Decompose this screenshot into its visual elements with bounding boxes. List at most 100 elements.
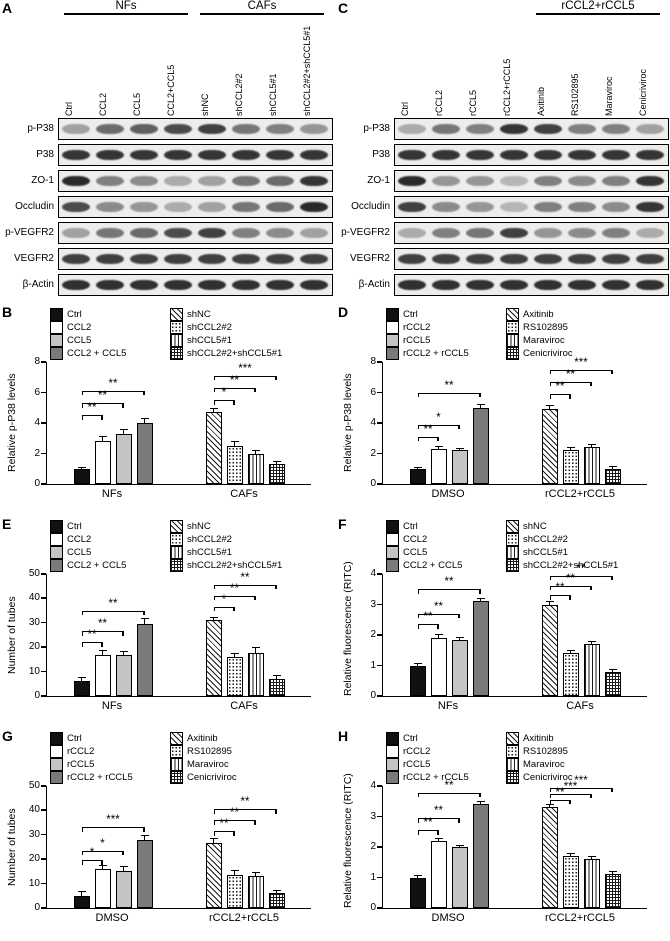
y-axis-tick-label: 0 [34,902,40,913]
legend-swatch [50,732,63,745]
bar [409,665,426,696]
bar [115,654,132,696]
blot-strip [58,118,333,140]
sig-stars: ** [240,571,250,584]
lane-label: shCCL2#2+shCCL5#1 [302,25,312,116]
error-bar [209,616,218,622]
protein-band [602,150,630,160]
blot-strip [58,170,333,192]
y-axis-tick [41,785,46,787]
bar [205,412,222,484]
protein-band [62,150,90,160]
error-bar [434,445,443,450]
blot-strip [394,118,669,140]
error-bar [455,636,464,641]
legend-swatch [386,308,399,321]
error-bar [251,871,260,878]
bar [73,895,90,908]
legend-swatch [506,308,519,321]
legend-swatch [170,546,183,559]
legend-item: Ctrl [386,520,418,533]
legend-swatch [506,533,519,546]
protein-band [466,202,494,212]
sig-stars: ** [555,381,565,394]
error-bar [119,650,128,656]
error-bar [545,404,554,411]
legend-item: CCL2 [50,533,91,546]
protein-band [500,124,528,134]
bar [136,839,153,908]
sig-stars: ** [98,618,107,631]
legend-label: CCL2 [403,534,428,545]
blot-target-label: VEGFR2 [349,253,390,264]
y-axis-tick [377,907,382,909]
legend-item: RS102895 [506,321,568,334]
error-bar [587,443,596,449]
blot-strip [394,248,669,270]
protein-band [96,124,124,134]
protein-band [96,254,124,264]
blot-strip [58,196,333,218]
blot-target-label: p-VEGFR2 [341,227,390,238]
protein-band [266,124,294,134]
protein-band [198,124,226,134]
y-axis-tick-label: 1 [370,659,376,671]
lane-label: CCL5 [132,92,142,116]
protein-band [534,176,562,186]
blot-target-label: p-P38 [363,123,390,134]
sig-stars: * [221,593,227,606]
bar [268,893,285,908]
legend-label: CCL2 + CCL5 [67,560,127,571]
legend-label: shCCL2#2 [187,534,232,545]
error-bar [545,600,554,606]
y-axis-tick-label: 0 [34,690,40,701]
protein-band [266,176,294,186]
y-axis-tick [41,361,46,363]
blot-target-label: p-P38 [27,123,54,134]
protein-band [62,176,90,186]
sig-stars: ** [87,402,97,415]
protein-band [266,228,294,238]
y-axis-tick-label: 6 [34,386,40,398]
legend-swatch [170,745,183,758]
protein-band [130,280,158,290]
y-axis-tick-label: 10 [28,877,40,889]
error-bar [476,800,485,806]
y-axis-tick [377,664,382,666]
protein-band [62,202,90,212]
legend-label: shCCL5#1 [523,547,568,558]
blot-strip [58,222,333,244]
legend-item: rCCL2 + rCCL5 [386,771,469,784]
sig-bracket [417,613,460,619]
protein-band [432,228,460,238]
y-axis-tick [41,597,46,599]
error-bar [608,870,617,876]
protein-band [300,150,328,160]
legend-label: CCL5 [67,335,92,346]
y-axis-tick-label: 40 [28,804,40,816]
bar [409,877,426,908]
protein-band [398,280,426,290]
legend-label: RS102895 [523,746,568,757]
bar [247,653,264,696]
protein-band [534,228,562,238]
sig-bracket [81,610,145,616]
sig-stars: ** [230,582,239,595]
legend-label: Maraviroc [523,335,565,346]
bar [247,876,264,908]
sig-stars: ** [423,611,433,624]
legend-item: rCCL2 + rCCL5 [50,771,133,784]
sig-bracket [549,394,571,399]
sig-bracket [213,809,277,814]
legend-label: shCCL2#2 [523,534,568,545]
error-bar [140,417,149,424]
error-bar [566,853,575,858]
sig-bracket [549,787,613,793]
panel-letter: E [2,516,12,532]
y-axis-tick [41,670,46,673]
protein-band [232,124,260,134]
protein-band [164,280,192,290]
legend-item: Cenicriviroc [170,771,237,784]
lane-label: shCCL2#2 [234,73,244,116]
legend-label: shCCL5#1 [187,547,232,558]
